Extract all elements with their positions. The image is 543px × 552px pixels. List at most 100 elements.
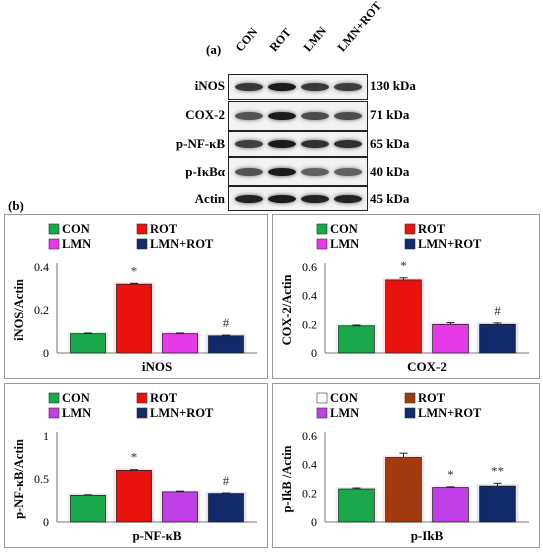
legend-label: ROT xyxy=(150,222,178,236)
blot-band xyxy=(334,167,362,176)
blot-band xyxy=(235,167,263,176)
y-tick-label: 0 xyxy=(311,346,317,360)
y-axis-label: COX-2/Actin xyxy=(280,275,294,346)
y-tick-label: 0.6 xyxy=(302,429,317,443)
kda-label: 130 kDa xyxy=(370,78,416,93)
bar xyxy=(116,283,152,354)
blot-band xyxy=(301,140,329,148)
legend-swatch xyxy=(316,392,328,404)
bar xyxy=(70,494,106,523)
bar xyxy=(208,493,244,523)
significance-marker: * xyxy=(447,467,454,482)
blot-band xyxy=(268,167,296,176)
y-tick-label: 0 xyxy=(311,515,317,529)
blot-band xyxy=(235,112,263,120)
y-axis-label: p-IkB /Actin xyxy=(280,445,294,512)
lane-label: LMN+ROT xyxy=(334,0,385,55)
panel-label-b: (b) xyxy=(8,198,24,213)
lane-label: CON xyxy=(232,24,261,55)
panel-label-a: (a) xyxy=(206,42,222,57)
significance-marker: # xyxy=(223,473,230,488)
significance-marker: ** xyxy=(491,463,504,478)
blot-strip-actin xyxy=(228,186,368,211)
lane-label: ROT xyxy=(266,25,294,55)
legend-swatch xyxy=(48,392,60,404)
lane-label: LMN xyxy=(300,23,330,55)
blot-band xyxy=(334,194,362,203)
chart-title: iNOS xyxy=(142,359,172,374)
legend-swatch xyxy=(316,407,328,419)
blot-band xyxy=(235,140,263,148)
legend-label: LMN+ROT xyxy=(418,406,482,420)
significance-marker: * xyxy=(131,450,138,465)
legend-label: LMN xyxy=(330,237,359,251)
y-tick-label: 0.2 xyxy=(302,486,317,500)
blot-row-label: p-IκBα xyxy=(185,164,225,179)
legend-swatch xyxy=(404,392,416,404)
blot-band xyxy=(301,167,329,176)
legend-swatch xyxy=(404,238,416,250)
y-tick-label: 0.2 xyxy=(34,303,49,317)
blot-row-label: iNOS xyxy=(194,78,225,93)
legend-label: ROT xyxy=(418,391,446,405)
bar xyxy=(338,325,375,354)
bar xyxy=(479,485,516,523)
chart-title: COX-2 xyxy=(407,359,447,374)
bar xyxy=(208,335,244,354)
chart-title: p-NF-κB xyxy=(132,528,181,543)
chart-inos: CON ROT LMN LMN+ROT 0 0.2 0.4 iNOS/Actin * # iNOS xyxy=(12,222,257,374)
blot-band xyxy=(301,194,329,203)
chart-cox2: CON ROT LMN LMN+ROT 0 0.2 0.4 0.6 COX-2/Actin * # C… xyxy=(280,222,529,374)
blot-band xyxy=(235,83,263,91)
bar xyxy=(432,323,469,354)
legend-label: CON xyxy=(62,222,90,236)
y-tick-label: 0 xyxy=(43,515,49,529)
y-tick-label: 1 xyxy=(43,429,49,443)
chart-panel-cox2: CON ROT LMN LMN+ROT 0 0.2 0.4 0.6 COX-2/Actin * # C… xyxy=(272,214,540,379)
bar xyxy=(70,333,106,354)
bar xyxy=(385,279,422,354)
bar xyxy=(162,333,198,354)
chart-panel-pnfkb: CON ROT LMN LMN+ROT 0 0.5 1 p-NF-κB/Actin * # p-NF… xyxy=(4,383,268,548)
significance-marker: # xyxy=(494,303,501,318)
blot-band xyxy=(268,83,296,91)
blot-row-label: p-NF-κB xyxy=(175,136,225,151)
y-tick-label: 0.4 xyxy=(302,458,317,472)
blot-band xyxy=(301,112,329,120)
legend-label: LMN+ROT xyxy=(150,406,214,420)
legend-label: ROT xyxy=(418,222,446,236)
blot-band xyxy=(334,140,362,148)
blot-strip-pnfkb xyxy=(228,131,368,157)
legend-swatch xyxy=(48,223,60,235)
legend-swatch xyxy=(404,407,416,419)
legend-label: CON xyxy=(330,222,358,236)
kda-label: 40 kDa xyxy=(370,164,410,179)
legend-label: CON xyxy=(62,391,90,405)
blot-band xyxy=(268,140,296,148)
legend-label: LMN xyxy=(330,406,359,420)
legend-label: LMN+ROT xyxy=(418,237,482,251)
chart-panel-inos: CON ROT LMN LMN+ROT 0 0.2 0.4 iNOS/Actin * # iNOS xyxy=(4,214,268,379)
y-tick-label: 0.4 xyxy=(302,289,317,303)
blot-row-label: COX-2 xyxy=(185,107,225,122)
western-blot-panel: (a) CON ROT LMN LMN+ROT iNOS 130 kDa COX… xyxy=(0,0,543,211)
blot-strip-inos xyxy=(228,74,368,100)
bar xyxy=(432,487,469,523)
legend-swatch xyxy=(136,407,148,419)
blot-band xyxy=(334,112,362,120)
y-axis-label: iNOS/Actin xyxy=(12,279,26,341)
legend-swatch xyxy=(316,223,328,235)
blot-strip-pikba xyxy=(228,157,368,186)
bar xyxy=(385,457,422,523)
kda-label: 45 kDa xyxy=(370,191,410,206)
legend-swatch xyxy=(48,238,60,250)
kda-label: 65 kDa xyxy=(370,136,410,151)
legend-label: LMN+ROT xyxy=(150,237,214,251)
legend-label: LMN xyxy=(62,406,91,420)
blot-band xyxy=(268,194,296,203)
legend-label: ROT xyxy=(150,391,178,405)
legend-label: LMN xyxy=(62,237,91,251)
legend-swatch xyxy=(136,238,148,250)
y-tick-label: 0.5 xyxy=(34,472,49,486)
